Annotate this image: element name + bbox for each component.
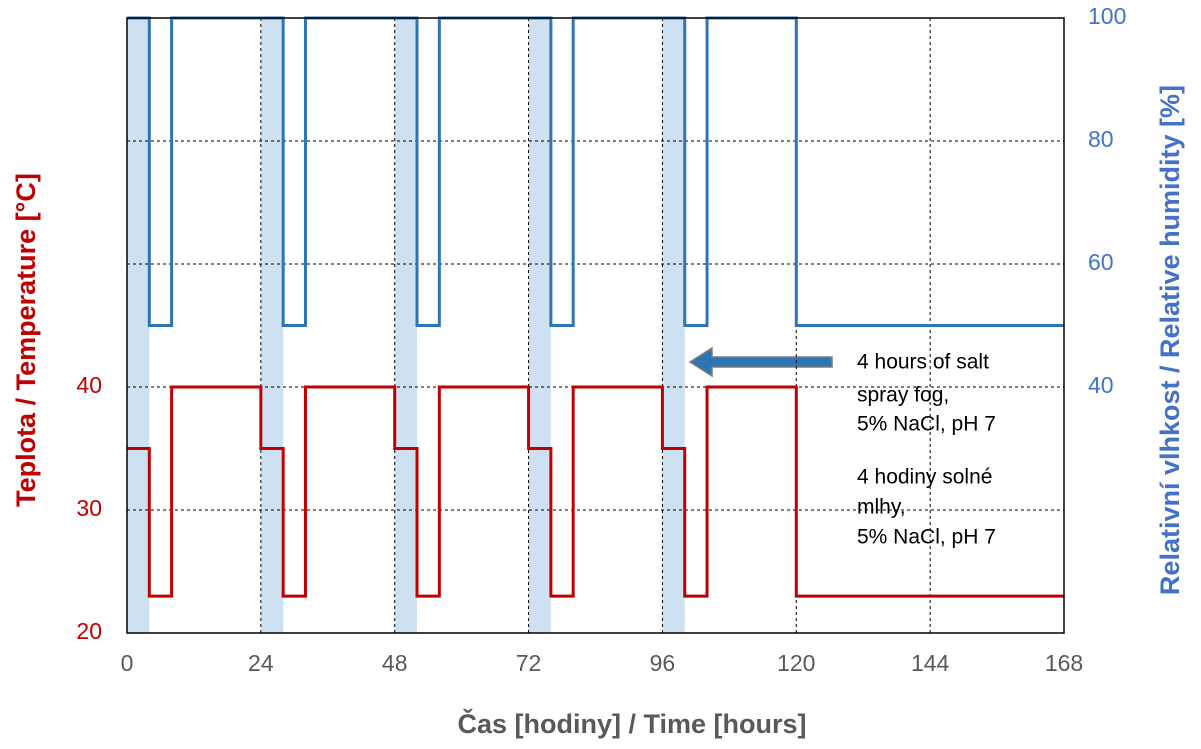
annotation-arrow (688, 346, 833, 378)
y-tick-label: 20 (76, 618, 102, 644)
x-tick-label: 120 (777, 650, 815, 676)
series-line (127, 385, 1064, 598)
spray-interval (662, 18, 685, 633)
annotation-text: spray fog, (857, 384, 949, 407)
y-tick-label: 40 (76, 372, 102, 398)
x-tick-label: 168 (1045, 650, 1083, 676)
annotation-text: 4 hours of salt (857, 351, 989, 374)
y-tick-label: 30 (76, 495, 102, 521)
x-tick-label: 72 (516, 650, 542, 676)
spray-interval (127, 18, 150, 633)
y2-axis-title: Relativní vlhkost / Relative humidity [%… (1155, 85, 1185, 595)
y2-tick-label: 60 (1088, 249, 1114, 275)
y-axis-title: Teplota / Temperature [°C] (11, 173, 41, 507)
y2-tick-label: 40 (1088, 372, 1114, 398)
x-tick-label: 48 (382, 650, 408, 676)
y2-tick-label: 80 (1088, 126, 1114, 152)
annotation-text: mlhy, (857, 496, 906, 519)
spray-interval (260, 18, 284, 633)
spray-interval (528, 18, 551, 633)
annotation-text: 5% NaCl, pH 7 (857, 526, 996, 549)
x-tick-label: 96 (650, 650, 676, 676)
annotation-text: 5% NaCl, pH 7 (857, 413, 996, 436)
spray-interval (394, 18, 418, 633)
x-axis-title: Čas [hodiny] / Time [hours] (457, 708, 806, 739)
x-tick-label: 24 (248, 650, 274, 676)
plot-frame (126, 17, 1065, 634)
annotation-text: 4 hodiny solné (857, 466, 992, 489)
y2-tick-label: 100 (1088, 3, 1126, 29)
x-tick-label: 144 (911, 650, 950, 676)
x-tick-label: 0 (121, 650, 134, 676)
